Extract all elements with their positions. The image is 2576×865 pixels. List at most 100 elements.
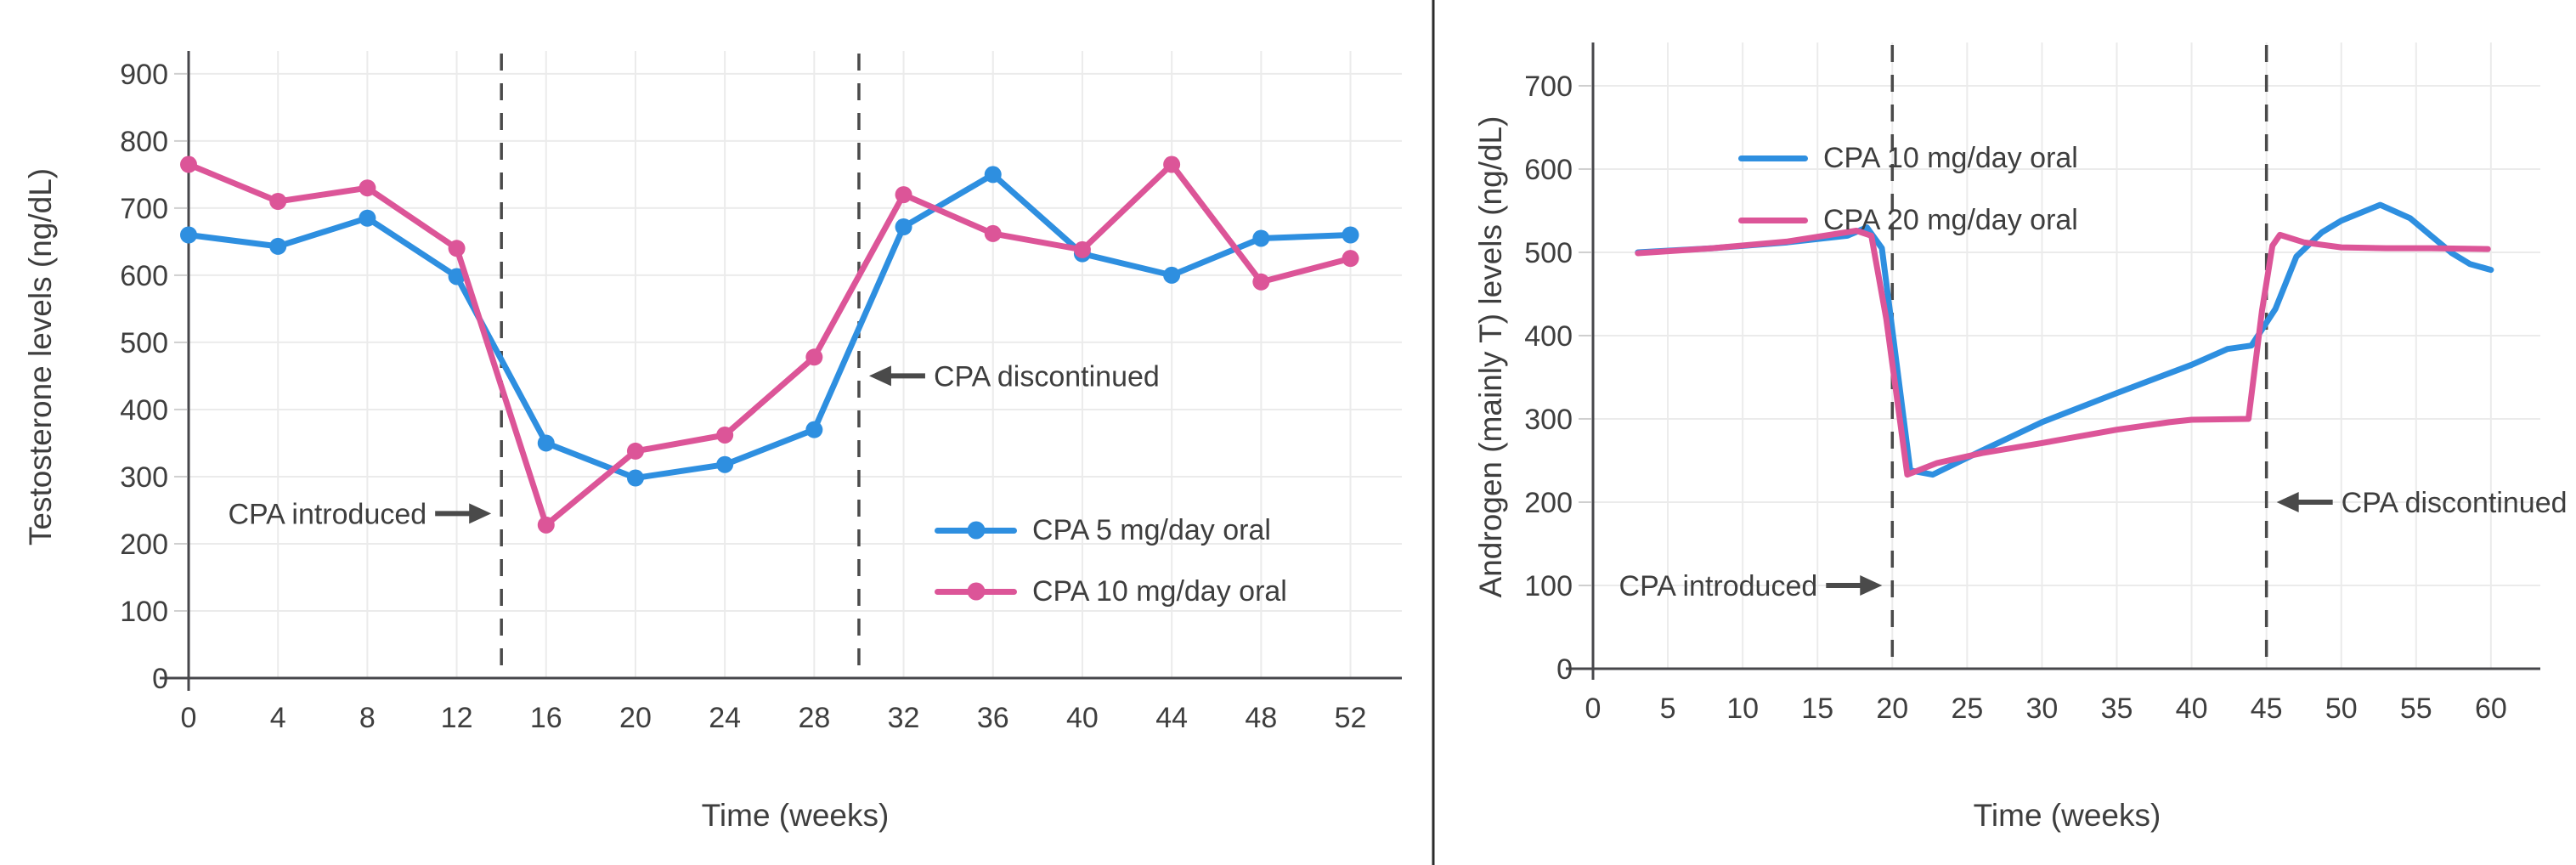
data-point-marker bbox=[626, 442, 644, 460]
x-tick-label: 16 bbox=[530, 702, 562, 734]
legend-line-swatch bbox=[1738, 155, 1808, 161]
series-cpa-5-mg-day-oral bbox=[180, 166, 1359, 487]
left-x-axis-title: Time (weeks) bbox=[701, 798, 890, 833]
legend-item-cpa-10mg-right: CPA 10 mg/day oral bbox=[1738, 127, 2078, 189]
right-arrow-icon bbox=[469, 503, 492, 524]
x-tick-label: 52 bbox=[1335, 702, 1367, 734]
x-tick-label: 10 bbox=[1726, 693, 1759, 725]
right-y-axis-title: Androgen (mainly T) levels (ng/dL) bbox=[1473, 116, 1508, 598]
y-tick-label: 900 bbox=[120, 59, 168, 91]
x-tick-label: 28 bbox=[798, 702, 830, 734]
data-point-marker bbox=[1342, 250, 1359, 268]
y-tick-label: 0 bbox=[1556, 653, 1573, 686]
x-tick-label: 55 bbox=[2400, 693, 2432, 725]
series-line bbox=[1635, 201, 2494, 478]
series-cpa-10-mg-day-oral bbox=[1635, 201, 2494, 478]
y-tick-label: 700 bbox=[120, 193, 168, 225]
data-point-marker bbox=[716, 455, 734, 473]
data-point-marker bbox=[1163, 155, 1181, 173]
data-point-marker bbox=[984, 224, 1002, 242]
annotation-cpa-introduced: CPA introduced bbox=[228, 498, 492, 530]
data-point-marker bbox=[180, 155, 197, 173]
data-point-marker bbox=[1073, 240, 1091, 258]
x-tick-label: 60 bbox=[2475, 693, 2507, 725]
legend-line-swatch bbox=[1738, 218, 1808, 223]
legend-label: CPA 10 mg/day oral bbox=[1823, 142, 2078, 174]
x-tick-label: 40 bbox=[1066, 702, 1099, 734]
x-tick-label: 5 bbox=[1660, 693, 1676, 725]
data-point-marker bbox=[448, 268, 466, 286]
data-point-marker bbox=[359, 209, 376, 227]
y-tick-label: 0 bbox=[152, 663, 168, 695]
y-tick-label: 400 bbox=[1524, 320, 1573, 353]
x-tick-labels: 0 4 8 12 16 20 24 28 32 36 40 44 48 52 bbox=[181, 702, 1367, 734]
legend-item-cpa-10mg: CPA 10 mg/day oral bbox=[935, 561, 1287, 622]
data-point-marker bbox=[626, 469, 644, 487]
annotation-text: CPA introduced bbox=[1619, 570, 1818, 602]
legend-label: CPA 5 mg/day oral bbox=[1032, 513, 1271, 546]
y-tick-label: 300 bbox=[120, 461, 168, 494]
data-point-marker bbox=[359, 179, 376, 197]
y-tick-label: 700 bbox=[1524, 71, 1573, 103]
y-tick-label: 200 bbox=[120, 529, 168, 561]
x-tick-label: 48 bbox=[1245, 702, 1277, 734]
x-tick-label: 30 bbox=[2026, 693, 2059, 725]
y-tick-label: 600 bbox=[1524, 154, 1573, 186]
x-tick-label: 40 bbox=[2176, 693, 2208, 725]
x-tick-label: 36 bbox=[977, 702, 1009, 734]
annotation-cpa-discontinued: CPA discontinued bbox=[2276, 487, 2568, 519]
series-line bbox=[185, 171, 1353, 481]
x-tick-label: 15 bbox=[1801, 693, 1833, 725]
left-y-axis-title: Testosterone levels (ng/dL) bbox=[23, 167, 58, 546]
left-arrow-icon bbox=[868, 365, 891, 387]
data-point-marker bbox=[537, 516, 555, 534]
y-tick-label: 100 bbox=[1524, 570, 1573, 602]
x-tick-label: 25 bbox=[1951, 693, 1983, 725]
right-arrow-icon bbox=[1860, 574, 1883, 596]
series-cpa-10-mg-day-oral bbox=[180, 155, 1359, 534]
data-point-marker bbox=[895, 186, 912, 204]
x-tick-label: 24 bbox=[709, 702, 741, 734]
data-point-marker bbox=[1252, 273, 1270, 291]
data-point-marker bbox=[180, 226, 197, 244]
legend-line-swatch bbox=[935, 582, 1017, 601]
y-tick-labels: 0 100 200 300 400 500 600 700 800 900 bbox=[120, 59, 187, 695]
data-point-marker bbox=[984, 166, 1002, 184]
data-point-marker bbox=[805, 421, 823, 438]
data-point-marker bbox=[895, 218, 912, 236]
x-tick-label: 45 bbox=[2251, 693, 2283, 725]
data-point-marker bbox=[1163, 266, 1181, 284]
y-tick-labels: 0 100 200 300 400 500 600 700 bbox=[1524, 71, 1591, 686]
x-tick-label: 35 bbox=[2101, 693, 2133, 725]
y-tick-label: 200 bbox=[1524, 487, 1573, 519]
y-tick-label: 800 bbox=[120, 126, 168, 158]
x-tick-labels: 0 5 10 15 20 25 30 35 40 45 50 55 60 bbox=[1585, 693, 2507, 725]
series-line bbox=[185, 161, 1353, 529]
x-tick-label: 32 bbox=[888, 702, 920, 734]
left-legend: CPA 5 mg/day oral CPA 10 mg/day oral bbox=[935, 500, 1287, 622]
data-point-marker bbox=[269, 192, 287, 210]
x-tick-label: 50 bbox=[2325, 693, 2358, 725]
x-tick-label: 12 bbox=[441, 702, 473, 734]
legend-item-cpa-20mg-right: CPA 20 mg/day oral bbox=[1738, 189, 2078, 252]
x-tick-label: 20 bbox=[1876, 693, 1908, 725]
series-cpa-20-mg-day-oral bbox=[1635, 228, 2491, 478]
data-point-marker bbox=[269, 237, 287, 255]
annotation-text: CPA discontinued bbox=[2342, 487, 2568, 519]
left-arrow-icon bbox=[2276, 491, 2299, 512]
x-tick-label: 0 bbox=[1585, 693, 1602, 725]
y-tick-label: 600 bbox=[120, 260, 168, 292]
series-line bbox=[1635, 228, 2491, 478]
y-tick-label: 300 bbox=[1524, 404, 1573, 436]
right-legend: CPA 10 mg/day oral CPA 20 mg/day oral bbox=[1738, 127, 2078, 252]
x-tick-label: 20 bbox=[619, 702, 652, 734]
x-tick-label: 0 bbox=[181, 702, 197, 734]
annotation-text: CPA introduced bbox=[228, 498, 427, 530]
y-tick-label: 500 bbox=[1524, 237, 1573, 269]
legend-label: CPA 20 mg/day oral bbox=[1823, 204, 2078, 236]
data-point-marker bbox=[1342, 226, 1359, 244]
legend-item-cpa-5mg: CPA 5 mg/day oral bbox=[935, 500, 1287, 561]
legend-marker-dot bbox=[967, 582, 985, 601]
